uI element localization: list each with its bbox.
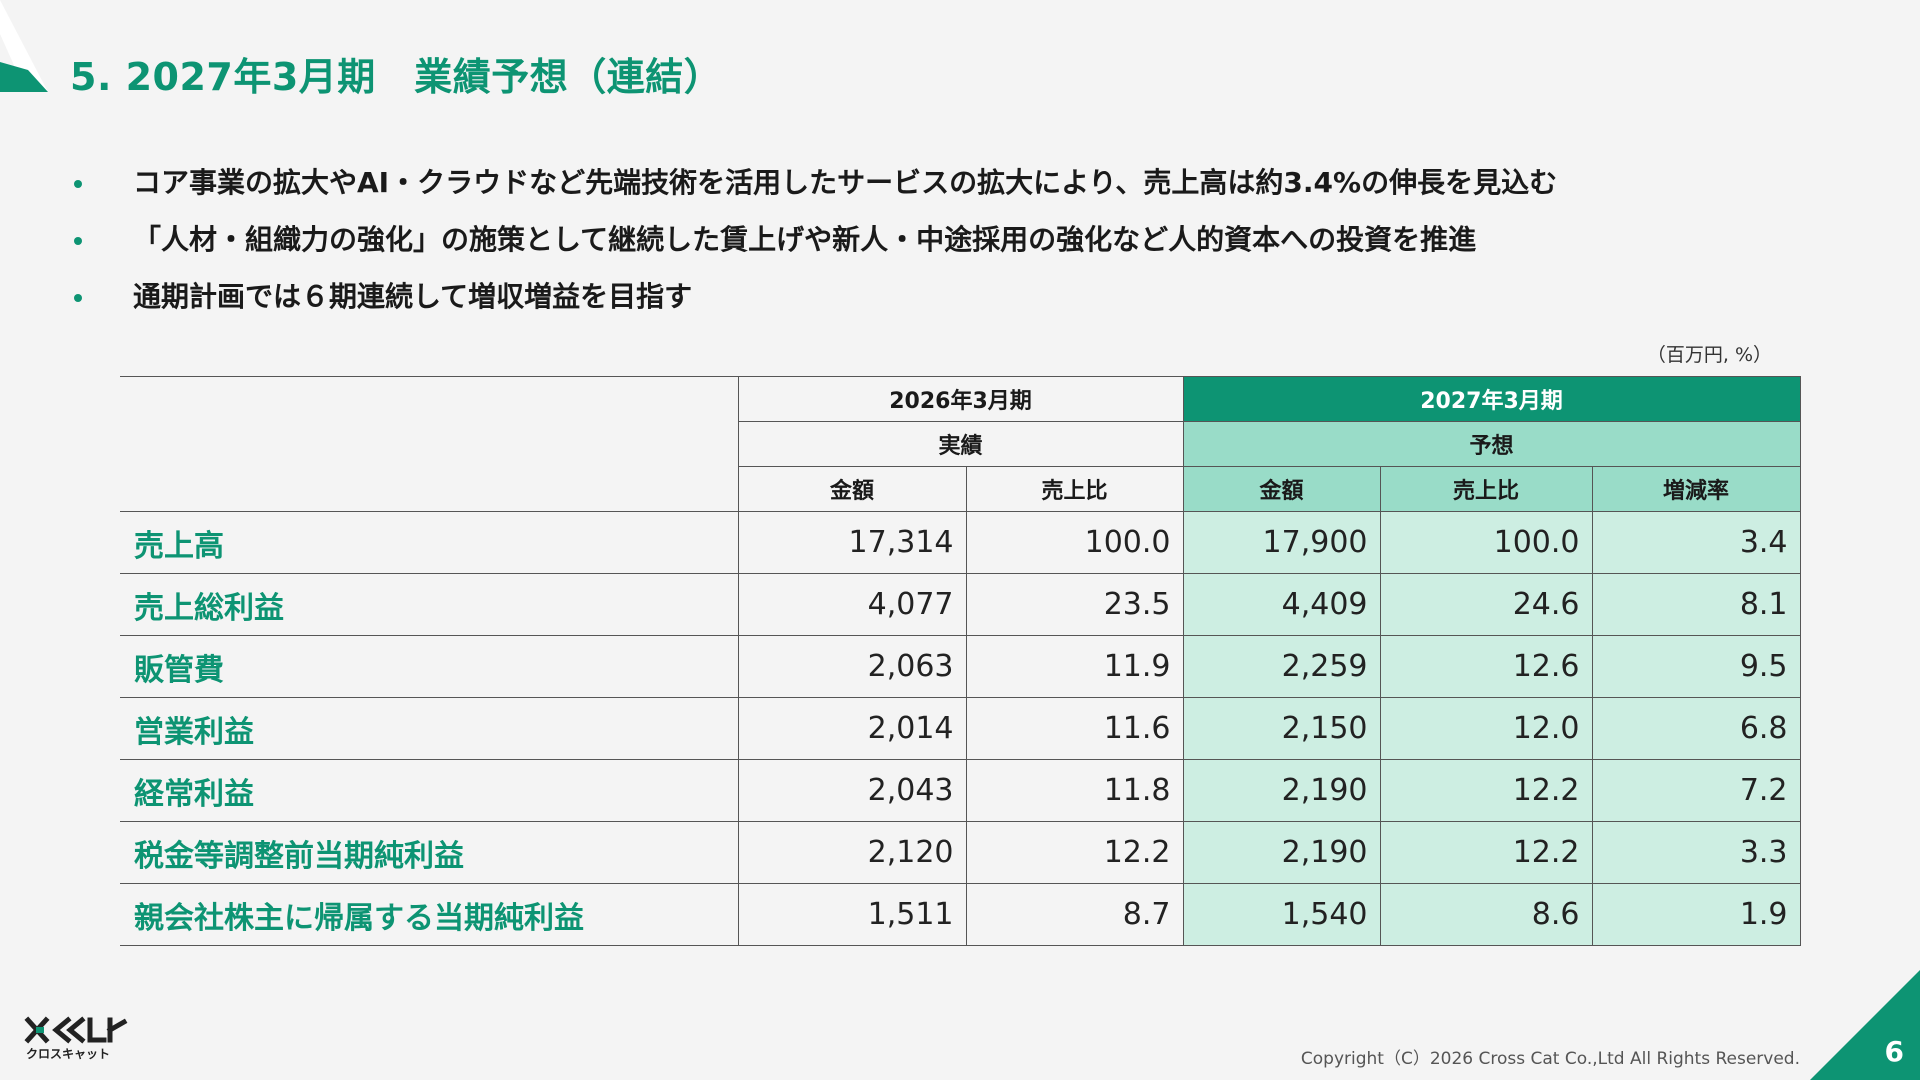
actual-amount-cell: 2,120 <box>737 821 967 884</box>
forecast-amount-cell: 17,900 <box>1182 511 1381 574</box>
forecast-change-cell: 9.5 <box>1591 635 1801 698</box>
forecast-amount-cell: 2,150 <box>1182 697 1381 760</box>
actual-amount-cell: 1,511 <box>737 883 967 946</box>
actual-ratio-cell: 11.6 <box>965 697 1184 760</box>
svg-text:クロスキャット: クロスキャット <box>26 1047 110 1061</box>
bullet-dot-icon <box>74 294 82 302</box>
forecast-ratio-cell: 100.0 <box>1379 511 1593 574</box>
forecast-amount-cell: 2,259 <box>1182 635 1381 698</box>
header-actual-label: 実績 <box>737 421 1184 467</box>
forecast-change-cell: 3.4 <box>1591 511 1801 574</box>
actual-amount-cell: 4,077 <box>737 573 967 636</box>
table-row: 親会社株主に帰属する当期純利益 1,511 8.7 1,540 8.6 1.9 <box>120 883 1801 946</box>
corner-decoration <box>0 0 48 92</box>
table-row: 売上高 17,314 100.0 17,900 100.0 3.4 <box>120 511 1801 574</box>
forecast-change-cell: 7.2 <box>1591 759 1801 822</box>
forecast-change-cell: 6.8 <box>1591 697 1801 760</box>
header-forecast-ratio: 売上比 <box>1379 466 1593 512</box>
page-number: 6 <box>1884 1035 1904 1068</box>
header-forecast-amount: 金額 <box>1182 466 1381 512</box>
header-blank-cell <box>120 376 739 512</box>
bullet-text: 通期計画では６期連続して増収増益を目指す <box>133 280 693 313</box>
actual-ratio-cell: 11.9 <box>965 635 1184 698</box>
forecast-amount-cell: 1,540 <box>1182 883 1381 946</box>
company-logo: クロスキャット <box>24 1016 128 1061</box>
forecast-table: 2026年3月期 2027年3月期 実績 予想 金額 売上比 金額 売上比 増減… <box>120 376 1801 946</box>
actual-amount-cell: 17,314 <box>737 511 967 574</box>
bullet-dot-icon <box>74 237 82 245</box>
forecast-amount-cell: 4,409 <box>1182 573 1381 636</box>
bullet-dot-icon <box>74 180 82 188</box>
forecast-ratio-cell: 12.6 <box>1379 635 1593 698</box>
row-label: 売上高 <box>120 511 739 574</box>
header-row-columns: 金額 売上比 金額 売上比 増減率 <box>120 466 1801 512</box>
header-row-period: 2026年3月期 2027年3月期 <box>120 376 1801 512</box>
table-row: 税金等調整前当期純利益 2,120 12.2 2,190 12.2 3.3 <box>120 821 1801 884</box>
actual-ratio-cell: 11.8 <box>965 759 1184 822</box>
actual-amount-cell: 2,014 <box>737 697 967 760</box>
forecast-change-cell: 8.1 <box>1591 573 1801 636</box>
forecast-ratio-cell: 24.6 <box>1379 573 1593 636</box>
slide-title: 5. 2027年3月期 業績予想（連結） <box>70 55 723 99</box>
table-row: 営業利益 2,014 11.6 2,150 12.0 6.8 <box>120 697 1801 760</box>
actual-amount-cell: 2,043 <box>737 759 967 822</box>
header-actual-amount: 金額 <box>737 466 967 512</box>
table-row: 経常利益 2,043 11.8 2,190 12.2 7.2 <box>120 759 1801 822</box>
row-label: 売上総利益 <box>120 573 739 636</box>
forecast-ratio-cell: 12.2 <box>1379 821 1593 884</box>
copyright-text: Copyright（C）2026 Cross Cat Co.,Ltd All R… <box>1300 1049 1800 1069</box>
unit-label: （百万円, %） <box>1646 344 1772 366</box>
header-actual-ratio: 売上比 <box>965 466 1184 512</box>
bullet-text: 「人材・組織力の強化」の施策として継続した賃上げや新人・中途採用の強化など人的資… <box>133 223 1477 256</box>
row-label: 営業利益 <box>120 697 739 760</box>
forecast-amount-cell: 2,190 <box>1182 759 1381 822</box>
header-period-actual: 2026年3月期 <box>737 376 1184 422</box>
row-label: 税金等調整前当期純利益 <box>120 821 739 884</box>
forecast-ratio-cell: 12.2 <box>1379 759 1593 822</box>
actual-amount-cell: 2,063 <box>737 635 967 698</box>
forecast-ratio-cell: 8.6 <box>1379 883 1593 946</box>
page-number-corner <box>1810 970 1920 1080</box>
actual-ratio-cell: 23.5 <box>965 573 1184 636</box>
actual-ratio-cell: 100.0 <box>965 511 1184 574</box>
forecast-change-cell: 1.9 <box>1591 883 1801 946</box>
header-forecast-change: 増減率 <box>1591 466 1801 512</box>
header-forecast-label: 予想 <box>1182 421 1801 467</box>
row-label: 販管費 <box>120 635 739 698</box>
forecast-ratio-cell: 12.0 <box>1379 697 1593 760</box>
actual-ratio-cell: 12.2 <box>965 821 1184 884</box>
header-period-forecast: 2027年3月期 <box>1182 376 1801 422</box>
table-row: 販管費 2,063 11.9 2,259 12.6 9.5 <box>120 635 1801 698</box>
header-row-type: 実績 予想 <box>120 421 1801 467</box>
forecast-amount-cell: 2,190 <box>1182 821 1381 884</box>
actual-ratio-cell: 8.7 <box>965 883 1184 946</box>
table-row: 売上総利益 4,077 23.5 4,409 24.6 8.1 <box>120 573 1801 636</box>
bullet-text: コア事業の拡大やAI・クラウドなど先端技術を活用したサービスの拡大により、売上高… <box>133 166 1558 199</box>
row-label: 親会社株主に帰属する当期純利益 <box>120 883 739 946</box>
row-label: 経常利益 <box>120 759 739 822</box>
forecast-change-cell: 3.3 <box>1591 821 1801 884</box>
